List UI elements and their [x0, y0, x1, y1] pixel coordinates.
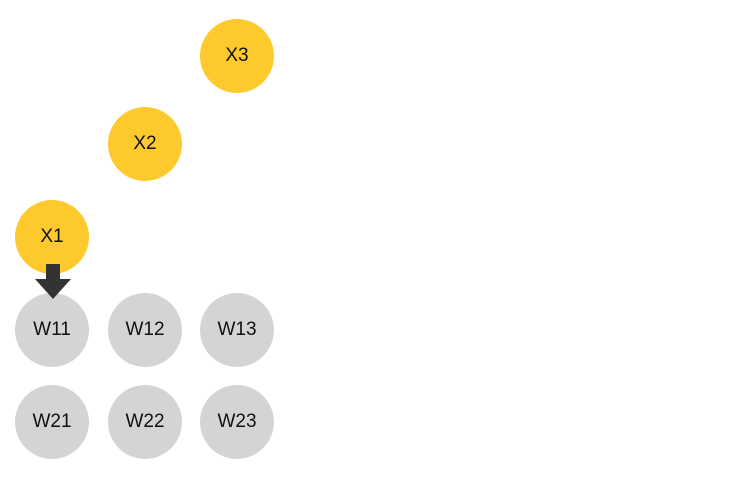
input-node-x2: X2: [108, 107, 182, 181]
weight-node-label: W22: [125, 411, 165, 432]
input-node-label: X3: [225, 45, 249, 66]
weight-node-label: W23: [217, 411, 257, 432]
input-node-x3: X3: [200, 19, 274, 93]
input-node-x1: X1: [15, 200, 89, 274]
weight-node-w12: W12: [108, 293, 182, 367]
arrow-down-icon: [35, 264, 71, 299]
weight-node-label: W13: [217, 319, 257, 340]
weight-node-label: W21: [32, 411, 72, 432]
weight-node-label: W11: [33, 319, 71, 340]
weight-node-w11: W11: [15, 293, 89, 367]
weight-node-w13: W13: [200, 293, 274, 367]
input-node-label: X2: [133, 133, 157, 154]
weight-node-label: W12: [125, 319, 165, 340]
weight-node-w22: W22: [108, 385, 182, 459]
weight-node-w23: W23: [200, 385, 274, 459]
input-node-label: X1: [40, 226, 64, 247]
weight-node-w21: W21: [15, 385, 89, 459]
